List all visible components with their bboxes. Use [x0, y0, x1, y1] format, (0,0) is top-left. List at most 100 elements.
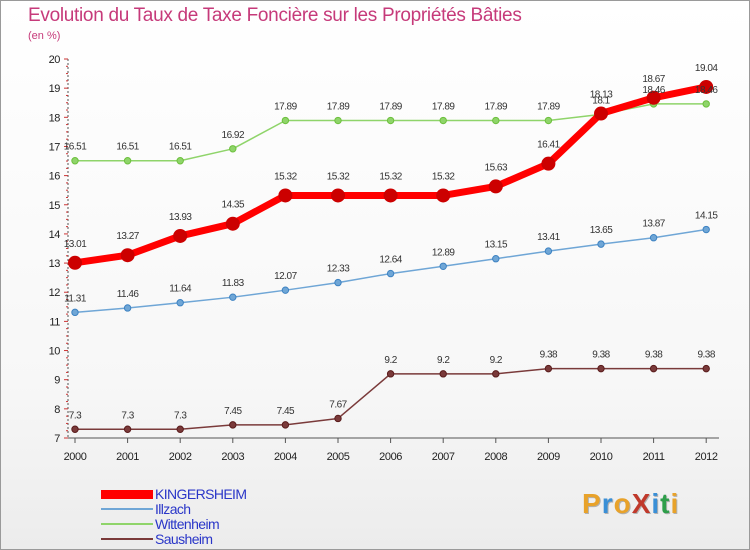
x-tick-label: 2003 [221, 451, 244, 463]
data-label-illzach: 11.31 [64, 293, 87, 304]
data-label-wittenheim: 17.89 [432, 102, 455, 113]
data-point-wittenheim [334, 116, 342, 125]
data-point-illzach [281, 286, 290, 294]
data-label-wittenheim: 18.46 [695, 85, 718, 96]
x-tick-label: 2007 [432, 451, 455, 463]
data-label-sausheim: 9.2 [384, 355, 397, 366]
y-tick-label: 16 [49, 171, 61, 183]
y-tick-label: 20 [49, 54, 61, 66]
data-point-sausheim [123, 425, 132, 433]
data-label-illzach: 13.41 [537, 232, 560, 243]
data-point-wittenheim [123, 157, 132, 165]
data-point-illzach [176, 299, 184, 307]
data-label-kingersheim: 13.93 [169, 212, 192, 223]
data-label-kingersheim: 15.32 [327, 171, 350, 182]
legend-swatch [101, 508, 153, 510]
data-label-sausheim: 7.45 [224, 406, 242, 417]
data-point-illzach [492, 255, 500, 263]
data-label-wittenheim: 17.89 [537, 102, 560, 113]
data-point-kingersheim [331, 188, 345, 203]
x-tick-label: 2006 [379, 451, 402, 463]
data-point-kingersheim [68, 255, 82, 270]
proxiti-logo: ProXiti [582, 488, 679, 520]
data-label-illzach: 12.33 [327, 264, 350, 275]
logo-letter: X [631, 488, 652, 519]
data-label-wittenheim: 17.89 [485, 102, 508, 113]
legend-label: Sausheim [155, 531, 213, 547]
data-point-wittenheim [386, 116, 395, 125]
data-label-sausheim: 9.38 [697, 350, 715, 361]
data-label-illzach: 12.89 [432, 247, 455, 258]
logo-letter: P [582, 488, 602, 519]
data-label-kingersheim: 18.13 [590, 90, 613, 101]
data-label-illzach: 13.87 [642, 219, 665, 230]
data-point-kingersheim [225, 216, 240, 231]
series-layer [68, 79, 714, 433]
data-point-sausheim [702, 364, 710, 373]
logo-letter: t [660, 488, 671, 519]
data-label-kingersheim: 15.63 [485, 162, 508, 173]
data-point-illzach [229, 293, 237, 301]
data-point-illzach [649, 234, 658, 242]
data-point-sausheim [334, 414, 342, 423]
legend-label: Wittenheim [155, 516, 220, 532]
data-point-kingersheim [120, 248, 135, 263]
x-tick-label: 2004 [274, 451, 297, 463]
data-label-sausheim: 9.2 [490, 355, 503, 366]
data-label-sausheim: 9.38 [592, 350, 610, 361]
y-unit-label: (en %) [28, 30, 61, 42]
data-point-sausheim [71, 425, 79, 433]
data-label-wittenheim: 17.89 [379, 102, 402, 113]
data-label-wittenheim: 17.89 [274, 102, 297, 113]
x-tick-label: 2005 [327, 451, 350, 463]
data-label-wittenheim: 18.46 [642, 85, 665, 96]
x-tick-label: 2009 [537, 451, 560, 463]
data-point-wittenheim [281, 116, 290, 125]
data-point-sausheim [439, 370, 447, 378]
series-sausheim [71, 364, 710, 433]
data-label-illzach: 13.15 [485, 240, 508, 251]
data-point-sausheim [649, 364, 658, 373]
data-point-sausheim [176, 425, 184, 433]
data-point-illzach [123, 304, 132, 312]
data-point-illzach [71, 308, 79, 317]
data-label-sausheim: 7.3 [174, 410, 187, 421]
axes: 7 8 9 10 11 12 13 14 15 16 17 18 19 20 2000 2001 2002 200… [49, 54, 719, 463]
x-tick-label: 2011 [643, 451, 665, 463]
data-label-wittenheim: 16.92 [222, 130, 245, 141]
y-tick-label: 19 [49, 83, 61, 95]
data-label-sausheim: 9.38 [540, 350, 558, 361]
series-line-sausheim [74, 367, 707, 431]
legend-swatch [101, 489, 153, 499]
x-tick-label: 2010 [590, 451, 613, 463]
data-label-wittenheim: 17.89 [327, 102, 350, 113]
data-label-wittenheim: 16.51 [116, 142, 139, 153]
data-label-kingersheim: 15.32 [274, 171, 297, 182]
data-label-kingersheim: 14.35 [222, 200, 245, 211]
y-tick-label: 11 [49, 316, 60, 328]
data-label-sausheim: 7.3 [121, 410, 134, 421]
data-label-kingersheim: 15.32 [432, 171, 455, 182]
y-tick-label: 10 [49, 346, 61, 358]
data-point-illzach [439, 262, 447, 270]
data-labels: 11.31 11.46 11.64 11.83 12.07 12.33 12.64 12.89… [64, 63, 719, 421]
y-tick-label: 17 [49, 141, 61, 153]
y-tick-label: 14 [49, 229, 61, 241]
series-kingersheim [68, 79, 714, 270]
data-point-kingersheim [436, 188, 451, 203]
data-point-kingersheim [173, 228, 188, 243]
data-label-wittenheim: 16.51 [169, 142, 192, 153]
data-point-sausheim [281, 421, 290, 429]
data-label-kingersheim: 15.32 [379, 171, 402, 182]
data-label-wittenheim: 18.1 [592, 95, 610, 106]
legend-label: Illzach [155, 501, 191, 517]
data-point-sausheim [386, 370, 395, 378]
data-point-kingersheim [488, 179, 503, 194]
data-point-wittenheim [439, 116, 447, 125]
data-point-kingersheim [594, 106, 608, 121]
data-point-sausheim [544, 364, 553, 373]
logo-letter: i [670, 488, 680, 519]
y-tick-label: 13 [49, 258, 61, 270]
logo-letter: r [601, 488, 614, 519]
